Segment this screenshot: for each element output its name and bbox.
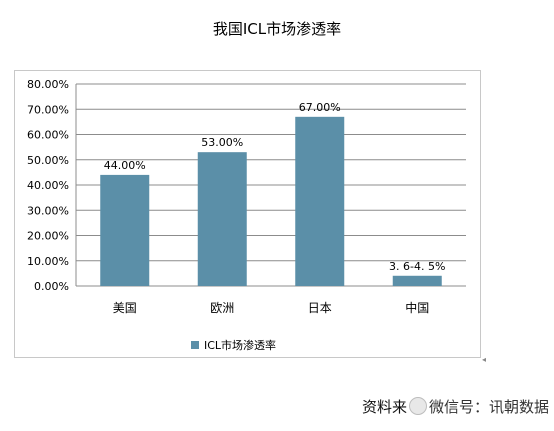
legend-label: ICL市场渗透率 bbox=[204, 338, 276, 352]
chart-title: 我国ICL市场渗透率 bbox=[212, 20, 342, 38]
data-label: 53.00% bbox=[201, 136, 243, 149]
frame-marker: ◂ bbox=[482, 355, 487, 364]
y-tick-label: 60.00% bbox=[27, 129, 69, 142]
bar bbox=[295, 116, 345, 286]
x-tick-label: 美国 bbox=[113, 301, 137, 315]
x-tick-label: 中国 bbox=[405, 300, 429, 315]
data-label: 44.00% bbox=[104, 159, 146, 172]
y-tick-label: 40.00% bbox=[27, 179, 69, 192]
source-prefix: 资料来 bbox=[362, 398, 408, 416]
y-tick-label: 70.00% bbox=[27, 103, 69, 116]
bar bbox=[100, 174, 150, 286]
bar bbox=[197, 152, 247, 286]
y-tick-label: 80.00% bbox=[27, 78, 69, 91]
data-label: 3. 6-4. 5% bbox=[389, 260, 445, 273]
y-tick-label: 0.00% bbox=[34, 280, 69, 293]
source-note: 资料来 微信号：讯朝数据 bbox=[362, 396, 549, 417]
watermark-text: 微信号：讯朝数据 bbox=[429, 398, 550, 416]
data-label: 67.00% bbox=[299, 101, 341, 114]
bar bbox=[392, 275, 442, 286]
y-tick-label: 20.00% bbox=[27, 230, 69, 243]
y-tick-label: 10.00% bbox=[27, 255, 69, 268]
legend-swatch bbox=[191, 341, 199, 349]
x-tick-label: 日本 bbox=[308, 301, 332, 315]
y-tick-label: 50.00% bbox=[27, 154, 69, 167]
chart-frame bbox=[14, 70, 481, 358]
y-tick-label: 30.00% bbox=[27, 204, 69, 217]
x-tick-label: 欧洲 bbox=[210, 301, 234, 315]
wechat-icon bbox=[409, 397, 428, 415]
